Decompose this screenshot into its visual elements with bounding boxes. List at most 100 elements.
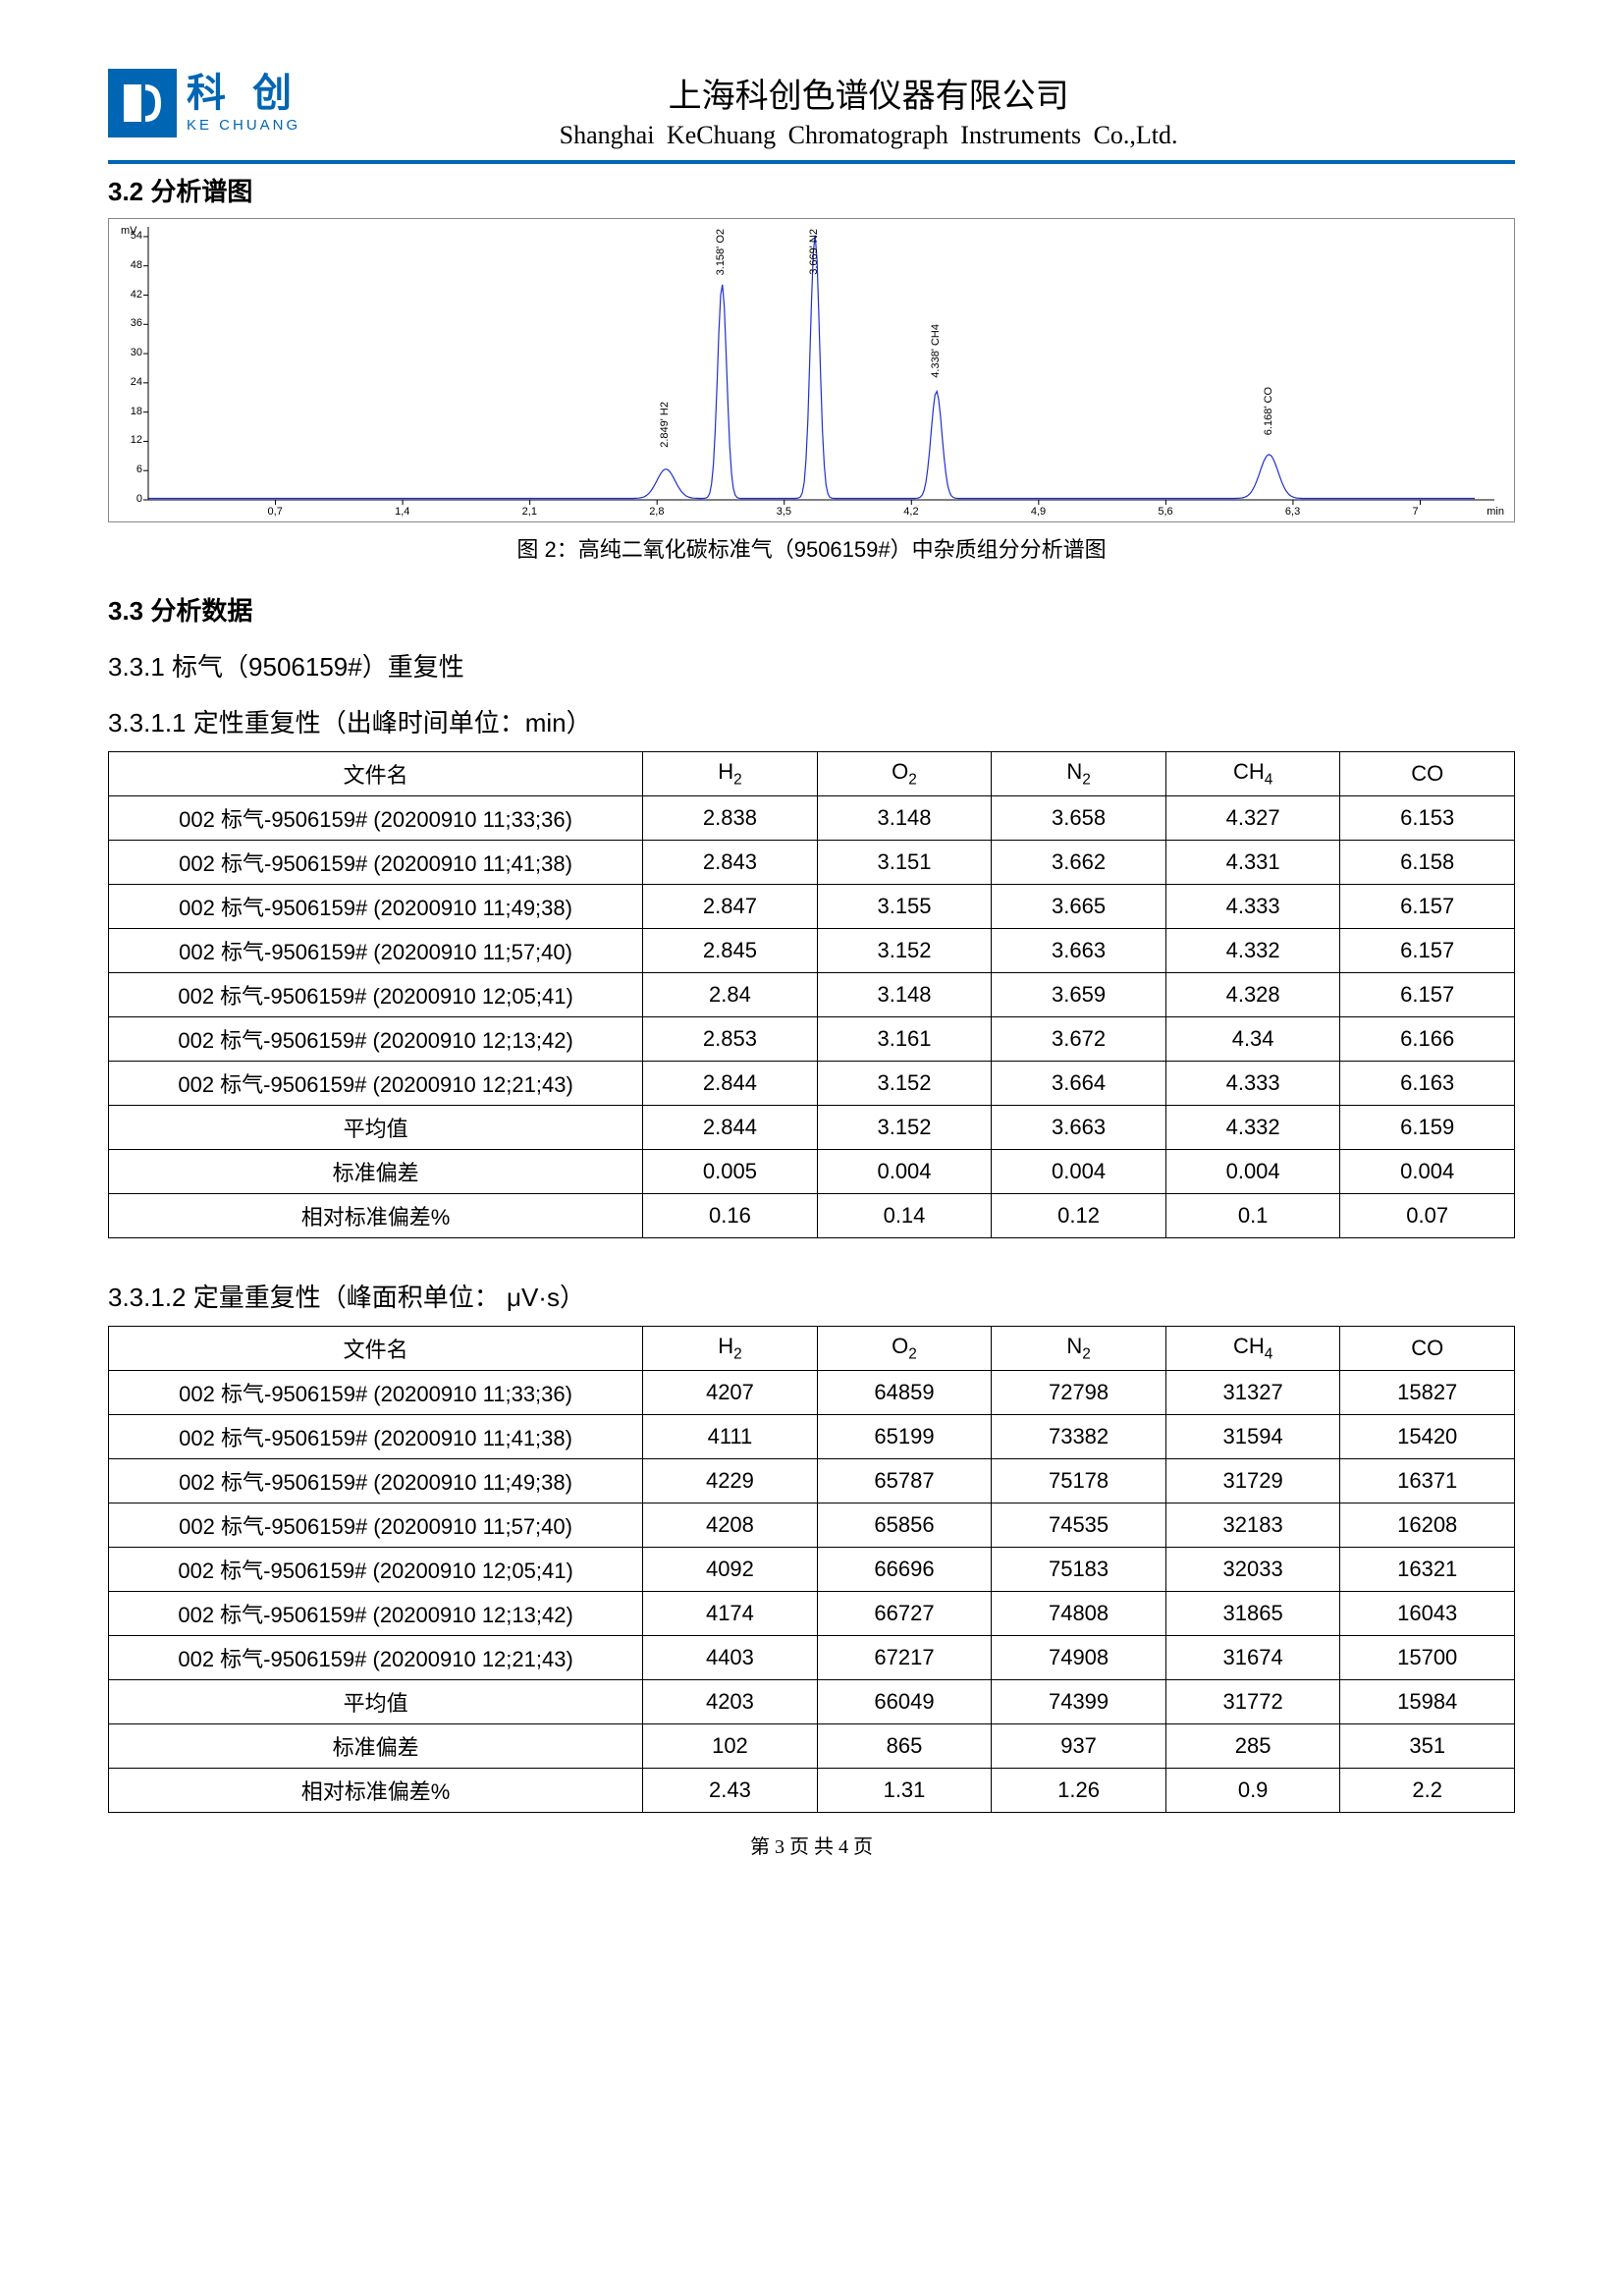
cell-value: 67217 xyxy=(817,1636,992,1680)
cell-value: 0.004 xyxy=(1165,1150,1340,1194)
x-tick-label: 4,9 xyxy=(1031,506,1046,518)
table-row: 002 标气-9506159# (20200910 12;21;43)44036… xyxy=(109,1636,1515,1680)
cell-file: 002 标气-9506159# (20200910 12;21;43) xyxy=(109,1062,643,1106)
cell-value: 31327 xyxy=(1165,1371,1340,1415)
cell-file: 002 标气-9506159# (20200910 11;33;36) xyxy=(109,796,643,841)
cell-value: 4111 xyxy=(643,1415,818,1459)
cell-value: 351 xyxy=(1340,1724,1515,1769)
cell-value: 4.331 xyxy=(1165,841,1340,885)
th-co: CO xyxy=(1340,1327,1515,1371)
cell-value: 0.004 xyxy=(817,1150,992,1194)
cell-value: 3.663 xyxy=(992,1106,1166,1150)
th-o2: O2 xyxy=(817,752,992,796)
cell-value: 0.07 xyxy=(1340,1194,1515,1238)
table-summary-row: 相对标准偏差%2.431.311.260.92.2 xyxy=(109,1769,1515,1813)
cell-value: 865 xyxy=(817,1724,992,1769)
cell-value: 6.153 xyxy=(1340,796,1515,841)
th-file: 文件名 xyxy=(109,1327,643,1371)
cell-value: 2.845 xyxy=(643,929,818,973)
cell-file: 002 标气-9506159# (20200910 12;13;42) xyxy=(109,1017,643,1062)
cell-file: 002 标气-9506159# (20200910 12;05;41) xyxy=(109,973,643,1017)
table-row: 002 标气-9506159# (20200910 11;41;38)41116… xyxy=(109,1415,1515,1459)
cell-file: 002 标气-9506159# (20200910 11;57;40) xyxy=(109,1503,643,1548)
x-tick-label: 4,2 xyxy=(903,506,918,518)
cell-file: 002 标气-9506159# (20200910 11;49;38) xyxy=(109,1459,643,1503)
cell-value: 4208 xyxy=(643,1503,818,1548)
cell-value: 2.2 xyxy=(1340,1769,1515,1813)
cell-value: 4207 xyxy=(643,1371,818,1415)
cell-summary-label: 相对标准偏差% xyxy=(109,1194,643,1238)
y-tick-label: 12 xyxy=(123,434,142,446)
table-row: 002 标气-9506159# (20200910 11;33;36)42076… xyxy=(109,1371,1515,1415)
logo-icon xyxy=(108,69,177,137)
section-3-3-1-2-title: 3.3.1.2 定量重复性（峰面积单位： μV·s） xyxy=(108,1278,1515,1314)
y-tick-label: 24 xyxy=(123,376,142,388)
cell-value: 0.9 xyxy=(1165,1769,1340,1813)
cell-value: 16043 xyxy=(1340,1592,1515,1636)
cell-summary-label: 平均值 xyxy=(109,1680,643,1724)
x-tick-label: 6,3 xyxy=(1285,506,1300,518)
cell-value: 2.844 xyxy=(643,1062,818,1106)
cell-value: 15700 xyxy=(1340,1636,1515,1680)
cell-value: 3.161 xyxy=(817,1017,992,1062)
cell-value: 2.844 xyxy=(643,1106,818,1150)
cell-value: 31865 xyxy=(1165,1592,1340,1636)
cell-file: 002 标气-9506159# (20200910 12;13;42) xyxy=(109,1592,643,1636)
th-co: CO xyxy=(1340,752,1515,796)
cell-value: 3.658 xyxy=(992,796,1166,841)
cell-value: 285 xyxy=(1165,1724,1340,1769)
page-footer: 第 3 页 共 4 页 xyxy=(108,1831,1515,1859)
cell-value: 0.004 xyxy=(1340,1150,1515,1194)
cell-value: 65856 xyxy=(817,1503,992,1548)
cell-value: 72798 xyxy=(992,1371,1166,1415)
peak-label: 6.168' CO xyxy=(1263,387,1274,435)
y-tick-label: 0 xyxy=(123,493,142,505)
header-rule xyxy=(108,160,1515,164)
cell-value: 3.148 xyxy=(817,796,992,841)
cell-value: 31674 xyxy=(1165,1636,1340,1680)
cell-value: 66049 xyxy=(817,1680,992,1724)
table-row: 002 标气-9506159# (20200910 12;05;41)2.843… xyxy=(109,973,1515,1017)
cell-value: 66696 xyxy=(817,1548,992,1592)
cell-value: 2.853 xyxy=(643,1017,818,1062)
table-row: 002 标气-9506159# (20200910 11;49;38)42296… xyxy=(109,1459,1515,1503)
cell-value: 3.152 xyxy=(817,929,992,973)
cell-value: 3.151 xyxy=(817,841,992,885)
cell-value: 6.159 xyxy=(1340,1106,1515,1150)
cell-value: 15827 xyxy=(1340,1371,1515,1415)
cell-value: 0.12 xyxy=(992,1194,1166,1238)
cell-value: 4.34 xyxy=(1165,1017,1340,1062)
cell-value: 4203 xyxy=(643,1680,818,1724)
cell-value: 4.327 xyxy=(1165,796,1340,841)
cell-value: 3.148 xyxy=(817,973,992,1017)
th-o2: O2 xyxy=(817,1327,992,1371)
th-n2: N2 xyxy=(992,1327,1166,1371)
table-peak-area: 文件名 H2 O2 N2 CH4 CO 002 标气-9506159# (202… xyxy=(108,1326,1515,1813)
cell-value: 6.158 xyxy=(1340,841,1515,885)
cell-value: 1.26 xyxy=(992,1769,1166,1813)
table-row: 002 标气-9506159# (20200910 11;57;40)2.845… xyxy=(109,929,1515,973)
table-row: 002 标气-9506159# (20200910 12;21;43)2.844… xyxy=(109,1062,1515,1106)
table-row: 002 标气-9506159# (20200910 11;41;38)2.843… xyxy=(109,841,1515,885)
company-name-en: Shanghai KeChuang Chromatograph Instrume… xyxy=(222,121,1515,150)
table-row: 002 标气-9506159# (20200910 12;13;42)41746… xyxy=(109,1592,1515,1636)
cell-value: 102 xyxy=(643,1724,818,1769)
cell-value: 74535 xyxy=(992,1503,1166,1548)
cell-value: 2.843 xyxy=(643,841,818,885)
x-tick-label: 2,8 xyxy=(649,506,664,518)
cell-value: 0.1 xyxy=(1165,1194,1340,1238)
cell-value: 6.166 xyxy=(1340,1017,1515,1062)
table-header-row: 文件名 H2 O2 N2 CH4 CO xyxy=(109,752,1515,796)
x-tick-label: 7 xyxy=(1412,506,1418,518)
cell-value: 0.004 xyxy=(992,1150,1166,1194)
cell-value: 2.43 xyxy=(643,1769,818,1813)
cell-value: 3.152 xyxy=(817,1106,992,1150)
cell-value: 32183 xyxy=(1165,1503,1340,1548)
cell-value: 6.163 xyxy=(1340,1062,1515,1106)
section-3-3-title: 3.3 分析数据 xyxy=(108,591,1515,628)
cell-value: 74808 xyxy=(992,1592,1166,1636)
cell-value: 4.333 xyxy=(1165,1062,1340,1106)
cell-value: 3.672 xyxy=(992,1017,1166,1062)
cell-value: 6.157 xyxy=(1340,885,1515,929)
table1-body: 002 标气-9506159# (20200910 11;33;36)2.838… xyxy=(109,796,1515,1238)
